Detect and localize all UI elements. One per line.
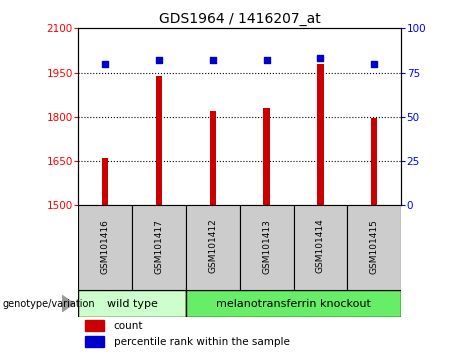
Polygon shape [62,296,74,312]
Text: GSM101415: GSM101415 [370,219,378,274]
Text: melanotransferrin knockout: melanotransferrin knockout [216,298,371,309]
Text: GSM101412: GSM101412 [208,219,217,274]
Point [209,57,217,63]
FancyBboxPatch shape [240,205,294,290]
Text: GSM101417: GSM101417 [154,219,164,274]
FancyBboxPatch shape [294,205,347,290]
Bar [210,111,216,205]
Text: GSM101416: GSM101416 [101,219,110,274]
FancyBboxPatch shape [78,205,132,290]
Bar [85,336,104,347]
Title: GDS1964 / 1416207_at: GDS1964 / 1416207_at [159,12,320,26]
Point [101,61,109,67]
Bar [102,158,108,205]
FancyBboxPatch shape [347,205,401,290]
Bar [156,75,162,205]
FancyBboxPatch shape [132,205,186,290]
Text: percentile rank within the sample: percentile rank within the sample [114,337,290,347]
FancyBboxPatch shape [78,290,186,317]
Text: GSM101413: GSM101413 [262,219,271,274]
Text: count: count [114,321,143,331]
Point [155,57,163,63]
Bar [371,118,378,205]
FancyBboxPatch shape [186,290,401,317]
Text: wild type: wild type [106,298,158,309]
Text: GSM101414: GSM101414 [316,219,325,274]
Bar [85,320,104,331]
Point [263,57,270,63]
Point [317,56,324,61]
FancyBboxPatch shape [186,205,240,290]
Point [371,61,378,67]
Bar [317,64,324,205]
Text: genotype/variation: genotype/variation [2,298,95,309]
Bar [263,108,270,205]
